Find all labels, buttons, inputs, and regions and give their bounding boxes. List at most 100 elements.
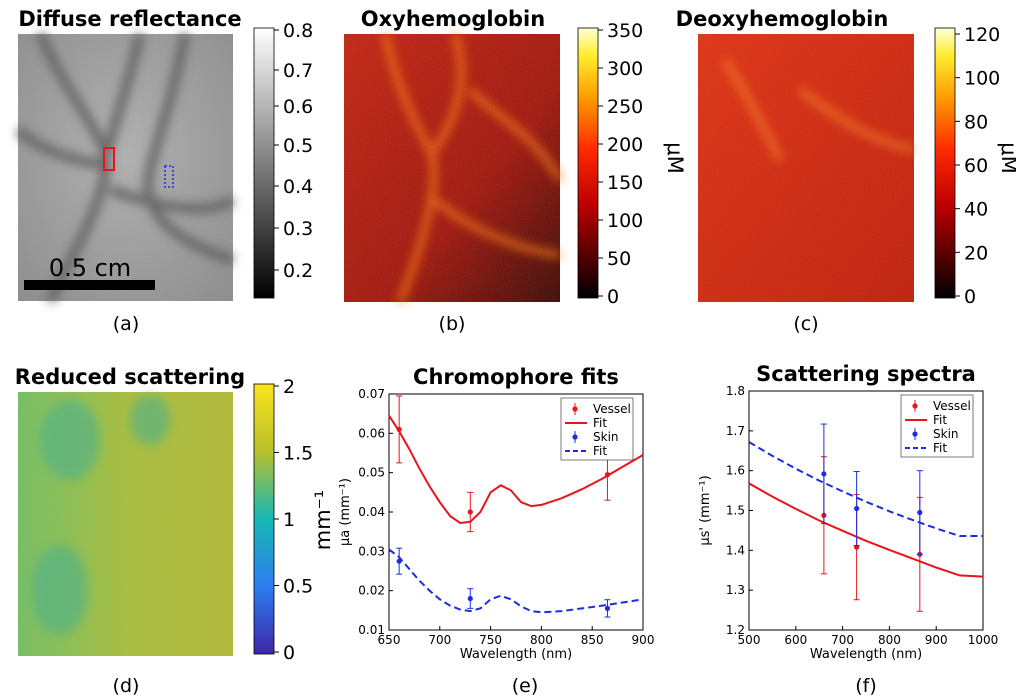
colorbar-tick-label: 0.5 [283,576,313,598]
y-tick-label: 0.02 [358,584,385,598]
caption-b: (b) [439,313,466,335]
colorbar-a-ticks: 0.8 0.7 0.6 0.5 0.4 0.3 0.2 [274,20,313,282]
skin-roi-box [164,165,174,188]
legend-label: Skin [593,430,619,444]
panel-c-title: Deoxyhemoglobin [676,7,889,31]
y-tick-label: 1.7 [726,424,745,438]
x-tick-label: 750 [479,633,502,647]
deoxyhemoglobin-image [698,34,915,302]
data-point [467,509,473,515]
colorbar-tick-label: 0.5 [283,135,313,157]
caption-a: (a) [113,313,139,335]
colorbar-c [934,27,956,299]
caption-e: (e) [512,675,539,697]
data-point [854,505,860,512]
y-tick-label: 1.6 [726,464,745,478]
colorbar-tick-label: 1.5 [283,443,313,465]
colorbar-tick-label: 80 [964,111,988,133]
caption-c: (c) [793,313,818,335]
fit-line [748,482,984,578]
oxyhemoglobin-image [344,32,564,304]
colorbar-d [253,383,275,655]
legend-swatch [572,406,578,412]
unit-d: mm⁻¹ [311,490,335,550]
series-fit [748,441,983,537]
x-tick-label: 900 [925,633,948,647]
scale-bar [24,280,155,290]
y-tick-label: 1.4 [726,543,745,557]
x-tick-label: 850 [581,633,604,647]
caption-d: (d) [113,675,140,697]
x-tick-label: 900 [632,633,655,647]
panel-a: Diffuse reflectance 0.5 cm 0.80.70.60.50… [14,7,313,335]
series-fit [388,548,644,614]
colorbar-tick-label: 0.2 [283,260,313,282]
y-tick-label: 0.03 [358,544,385,558]
series-skin [820,423,923,555]
x-tick-label: 800 [878,633,901,647]
colorbar-tick-label: 20 [964,242,988,264]
legend-swatch [912,431,918,437]
legend-swatch [912,403,918,409]
x-axis-label: Wavelength (nm) [810,647,922,662]
colorbar-tick-label: 250 [607,96,643,118]
panel-a-title: Diffuse reflectance [18,7,241,31]
legend-label: Fit [933,441,947,455]
x-tick-label: 700 [831,633,854,647]
reflectance-image: 0.5 cm [14,31,236,304]
colorbar-d-ticks: 2 1.5 1 0.5 0 [274,376,313,664]
colorbar-tick-label: 1 [283,509,295,531]
vessel-roi-box [103,147,115,171]
colorbar-tick-label: 50 [607,248,631,270]
x-tick-label: 600 [784,633,807,647]
x-tick-label: 1000 [968,633,999,647]
y-tick-label: 1.2 [726,623,745,637]
colorbar-tick-label: 0.4 [283,176,313,198]
legend-label: Skin [933,427,959,441]
colorbar-tick-label: 100 [607,210,643,232]
data-point [821,471,827,477]
y-axis-label: μa (mm⁻¹) [338,478,353,546]
colorbar-tick-label: 0 [964,286,976,308]
series-fit [388,415,644,525]
chart-chromophore-fits: Chromophore fits 650 700 750 800 850 900 0.01 0.… [338,365,654,662]
x-tick-label: 500 [738,633,761,647]
series-fit [748,482,984,578]
fit-line [748,441,983,537]
y-tick-label: 0.01 [358,623,385,637]
colorbar-tick-label: 2 [283,376,295,398]
colorbar-tick-label: 200 [607,134,643,156]
y-tick-label: 0.05 [358,466,385,480]
y-tick-label: 0.06 [358,426,385,440]
panel-d-title: Reduced scattering [15,365,245,389]
x-tick-label: 650 [378,633,401,647]
chart-title: Scattering spectra [756,362,976,386]
panel-c: Deoxyhemoglobin 120 100 80 60 40 20 0 μM (c) [676,7,1016,335]
y-axis-label: μs' (mm⁻¹) [698,475,713,545]
colorbar-tick-label: 300 [607,58,643,80]
colorbar-b-ticks: 350 300 250 200 150 100 50 0 [598,20,643,308]
colorbar-tick-label: 60 [964,155,988,177]
scattering-image [18,392,233,656]
legend-label: Vessel [933,399,971,413]
colorbar-tick-label: 120 [964,24,1000,46]
unit-b: μM [663,142,687,173]
colorbar-c-ticks: 120 100 80 60 40 20 0 [955,24,1000,308]
chart-title: Chromophore fits [413,365,619,389]
caption-f: (f) [855,675,877,697]
colorbar-tick-label: 350 [607,20,643,42]
x-tick-label: 700 [428,633,451,647]
colorbar-tick-label: 0.6 [283,96,313,118]
colorbar-b [577,27,599,299]
y-tick-label: 0.07 [358,387,385,401]
legend-label: Fit [593,444,607,458]
y-tick-label: 0.04 [358,505,385,519]
fit-line [388,548,644,614]
y-tick-label: 1.8 [726,384,745,398]
y-tick-label: 1.5 [726,504,745,518]
data-point [917,509,923,516]
colorbar-tick-label: 100 [964,68,1000,90]
